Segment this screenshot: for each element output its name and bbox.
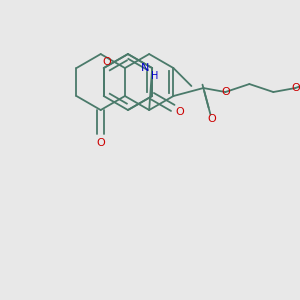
- Text: O: O: [175, 107, 184, 117]
- Text: N: N: [141, 63, 149, 73]
- Text: O: O: [291, 83, 300, 93]
- Text: O: O: [102, 57, 111, 67]
- Text: O: O: [96, 138, 105, 148]
- Text: O: O: [221, 87, 230, 97]
- Text: H: H: [152, 71, 159, 81]
- Text: O: O: [207, 114, 216, 124]
